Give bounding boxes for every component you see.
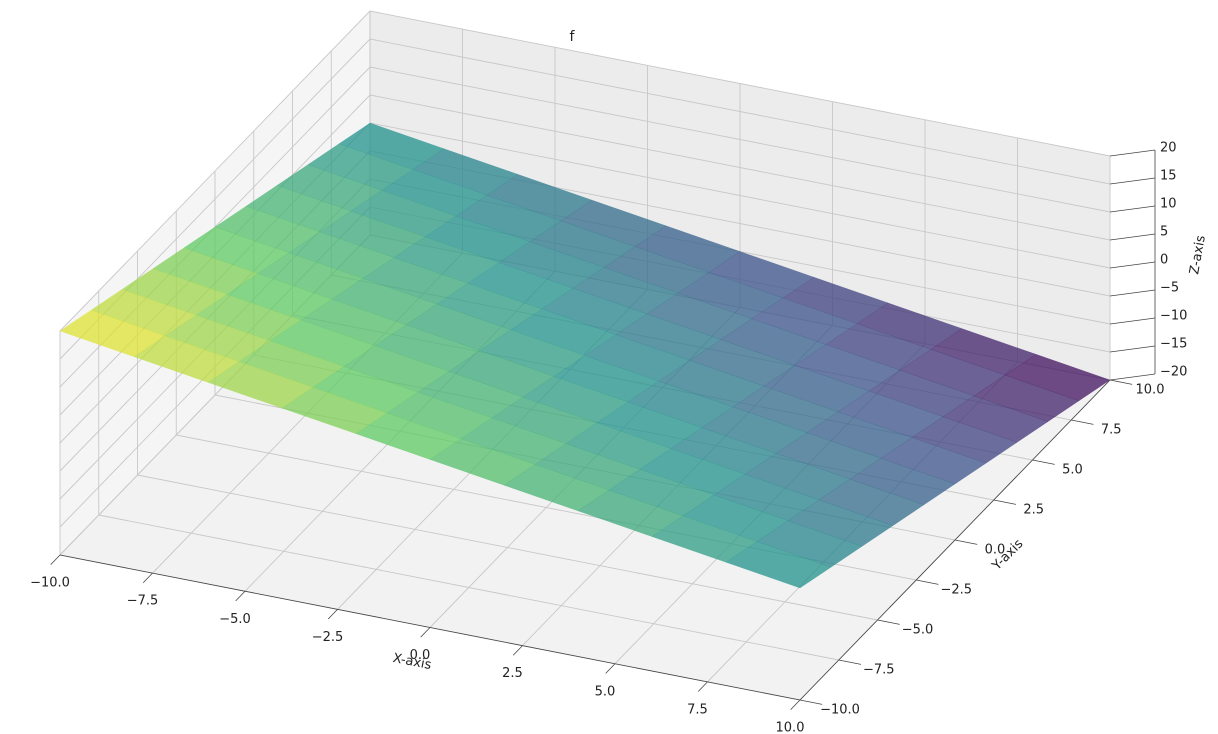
z-tick	[1109, 205, 1156, 213]
x-tick-label: 10.0	[776, 721, 805, 734]
grid-line	[369, 10, 1111, 157]
z-tick-label: 15	[1160, 169, 1177, 184]
z-tick	[1109, 289, 1156, 297]
y-tick-label: 5.0	[1062, 463, 1083, 478]
x-tick-label: 7.5	[687, 702, 708, 717]
y-tick	[916, 579, 939, 585]
y-tick-label: −5.0	[902, 623, 934, 638]
grid-line	[98, 514, 839, 661]
x-tick-label: 0.0	[410, 648, 431, 663]
axes: −10.0 −7.5 −5.0 −2.5 0.0 2.5 5.0 7.5 10.0 −10.0 −7…	[30, 141, 1187, 734]
grid-line	[369, 94, 1111, 241]
y-tick-label: 0.0	[985, 543, 1006, 558]
x-tick-label: −5.0	[219, 612, 251, 627]
z-tick-label: −10	[1160, 309, 1187, 324]
x-tick	[50, 554, 61, 565]
z-axis-label: Z-axis	[1187, 234, 1209, 276]
z-tick	[1109, 149, 1156, 157]
y-tick	[1032, 459, 1055, 465]
z-tick-label: −5	[1160, 281, 1179, 296]
z-tick-label: −15	[1160, 337, 1187, 352]
z-tick	[1109, 317, 1156, 325]
x-tick-label: 2.5	[502, 666, 523, 681]
y-tick-label: 2.5	[1023, 503, 1044, 518]
x-tick-label: −7.5	[127, 594, 159, 609]
z-tick-label: 0	[1160, 253, 1168, 268]
surface-patch	[725, 541, 832, 589]
surface	[59, 122, 1111, 589]
x-tick-label: −10.0	[30, 576, 70, 591]
x-tick	[697, 681, 708, 692]
x-tick	[142, 572, 153, 584]
grid-line	[59, 10, 371, 332]
x-tick	[235, 590, 246, 602]
z-tick	[1109, 261, 1156, 269]
z-tick-label: 20	[1160, 141, 1177, 156]
z-tick-label: 10	[1160, 197, 1177, 212]
grid-line	[369, 66, 1111, 213]
surface-patch	[880, 437, 987, 485]
grid-line	[137, 474, 878, 621]
y-tick	[1109, 379, 1133, 385]
z-tick	[1109, 177, 1156, 185]
y-tick-label: 10.0	[1136, 383, 1165, 398]
y-axis-line	[799, 379, 1111, 701]
z-tick	[1109, 345, 1156, 353]
grid-line	[369, 122, 1111, 269]
x-tick	[327, 609, 338, 620]
y-tick-label: −10.0	[820, 703, 860, 718]
z-tick-label: −20	[1160, 365, 1187, 380]
y-tick	[799, 699, 823, 705]
x-tick-label: −2.5	[312, 630, 344, 645]
x-tick	[790, 699, 801, 710]
y-tick	[993, 499, 1017, 505]
y-tick	[877, 619, 900, 625]
y-tick-label: 7.5	[1101, 423, 1122, 438]
x-axis-label: X-axis	[391, 651, 432, 673]
y-tick-label: −2.5	[940, 583, 972, 598]
y-tick	[838, 659, 862, 665]
z-tick	[1109, 373, 1156, 381]
y-tick	[1071, 419, 1094, 425]
z-tick-label: 5	[1160, 225, 1168, 240]
x-tick	[420, 627, 431, 638]
x-axis-line	[59, 554, 801, 701]
y-tick	[954, 539, 978, 545]
surface-patch	[911, 416, 1018, 464]
grid-line	[369, 38, 1111, 185]
y-tick-label: −7.5	[863, 663, 895, 678]
x-tick	[512, 645, 523, 656]
z-tick	[1109, 233, 1156, 241]
chart-title: f	[570, 29, 576, 45]
surface-patch	[973, 374, 1080, 422]
x-tick	[605, 663, 616, 674]
x-tick-label: 5.0	[595, 684, 616, 699]
